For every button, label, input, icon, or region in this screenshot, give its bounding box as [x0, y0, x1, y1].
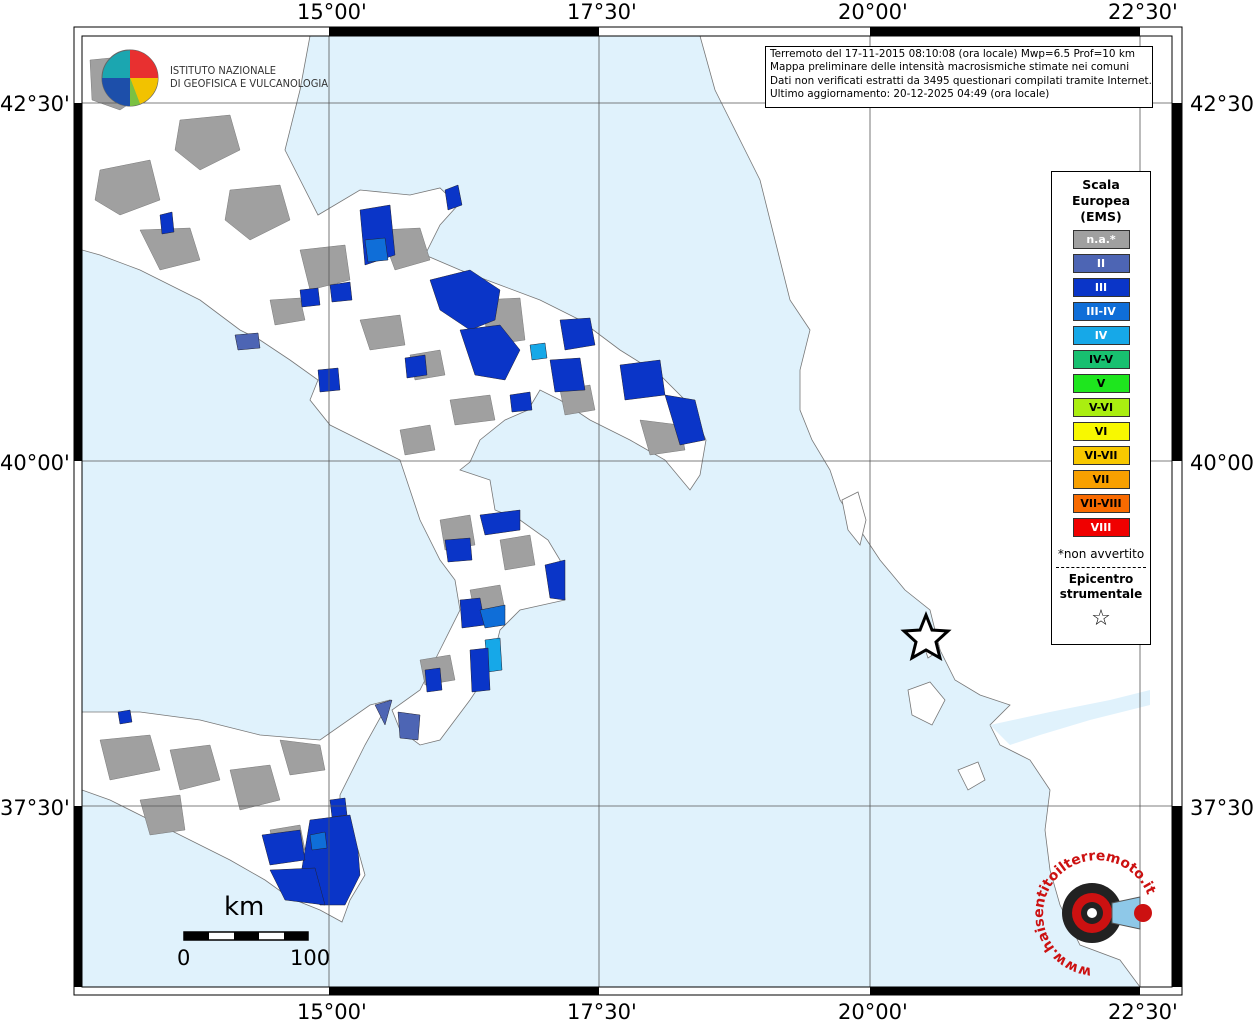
lon-label-top-22-30: 22°30' [1108, 0, 1178, 24]
legend-star-icon: ☆ [1091, 606, 1111, 631]
legend-item-9: VI-VII [1072, 446, 1130, 465]
ingv-line2: DI GEOFISICA E VULCANOLOGIA [170, 77, 329, 90]
lon-label-bottom-22-30: 22°30' [1108, 1000, 1178, 1024]
watermark-text: www.haisentitoilterremoto.it [1031, 850, 1159, 980]
legend-epicenter-1: Epicentro [1068, 572, 1134, 586]
legend-items: n.a.* II III III-IV IV IV-V V V-VI VI VI-VII VII VI… [1052, 230, 1150, 537]
hst-watermark-text: www.haisentitoilterremoto.it [1031, 850, 1159, 980]
zakynthos-island [957, 761, 986, 791]
hst-watermark-icon [1062, 883, 1152, 943]
scale-min-label: 0 [177, 946, 191, 970]
lon-label-top-17-30: 17°30' [567, 0, 637, 24]
legend-item-7: V-VI [1072, 398, 1130, 417]
legend-item-12: VIII [1072, 518, 1130, 537]
legend-item-0: n.a.* [1072, 230, 1130, 249]
lon-label-top-20: 20°00' [838, 0, 908, 24]
lat-label-left-40: 40°00' [0, 451, 70, 475]
gulf-corinth [990, 690, 1150, 745]
scale-bar [183, 931, 309, 941]
legend-item-10: VII [1072, 470, 1130, 489]
lat-label-right-42-30: 42°30' [1190, 92, 1254, 116]
info-line-2: Mappa preliminare delle intensità macros… [770, 61, 1130, 74]
ems-legend: Scala Europea (EMS) n.a.* II III III-IV IV IV… [1051, 171, 1151, 645]
legend-item-2: III [1072, 278, 1130, 297]
lon-label-top-15: 15°00' [297, 0, 367, 24]
lat-label-left-42-30: 42°30' [0, 92, 70, 116]
lon-label-bottom-15: 15°00' [297, 1000, 367, 1024]
epicenter-star-icon [900, 610, 952, 662]
kefalonia-island [907, 681, 946, 726]
svg-text:www.haisentitoilterremoto.it: www.haisentitoilterremoto.it [1031, 850, 1159, 980]
info-line-4: Ultimo aggiornamento: 20-12-2025 04:49 (… [770, 88, 1050, 101]
lat-label-right-37-30: 37°30' [1190, 796, 1254, 820]
info-line-1: Terremoto del 17-11-2015 08:10:08 (ora l… [770, 48, 1135, 60]
corfu-island [841, 491, 867, 546]
legend-item-6: V [1072, 374, 1130, 393]
legend-item-3: III-IV [1072, 302, 1130, 321]
lat-label-left-37-30: 37°30' [0, 796, 70, 820]
legend-item-4: IV [1072, 326, 1130, 345]
ingv-line1: ISTITUTO NAZIONALE [170, 64, 277, 77]
legend-title-3: (EMS) [1080, 209, 1122, 224]
legend-item-11: VII-VIII [1072, 494, 1130, 513]
ingv-logo-text: ISTITUTO NAZIONALE DI GEOFISICA E VULCAN… [170, 64, 328, 90]
scale-unit-label: km [224, 892, 265, 922]
legend-item-1: II [1072, 254, 1130, 273]
ingv-logo-icon [101, 49, 159, 107]
municipalities-intensity [117, 184, 706, 906]
scale-max-label: 100 [290, 946, 331, 970]
info-box: Terremoto del 17-11-2015 08:10:08 (ora l… [765, 46, 1153, 108]
legend-title-2: Europea [1071, 193, 1131, 208]
lon-label-bottom-20: 20°00' [838, 1000, 908, 1024]
legend-epicenter-2: strumentale [1059, 587, 1143, 601]
legend-title-1: Scala [1082, 177, 1120, 192]
legend-item-8: VI [1072, 422, 1130, 441]
lat-label-right-40: 40°00' [1190, 451, 1254, 475]
info-line-3: Dati non verificati estratti da 3495 que… [770, 74, 1152, 87]
legend-title: Scala Europea (EMS) [1052, 177, 1150, 225]
lon-label-bottom-17-30: 17°30' [567, 1000, 637, 1024]
map-frame [73, 26, 1183, 996]
legend-separator [1056, 567, 1146, 568]
legend-item-5: IV-V [1072, 350, 1130, 369]
legend-note: *non avvertito [1057, 547, 1145, 561]
legend-epicenter-label: Epicentro strumentale [1052, 572, 1150, 602]
